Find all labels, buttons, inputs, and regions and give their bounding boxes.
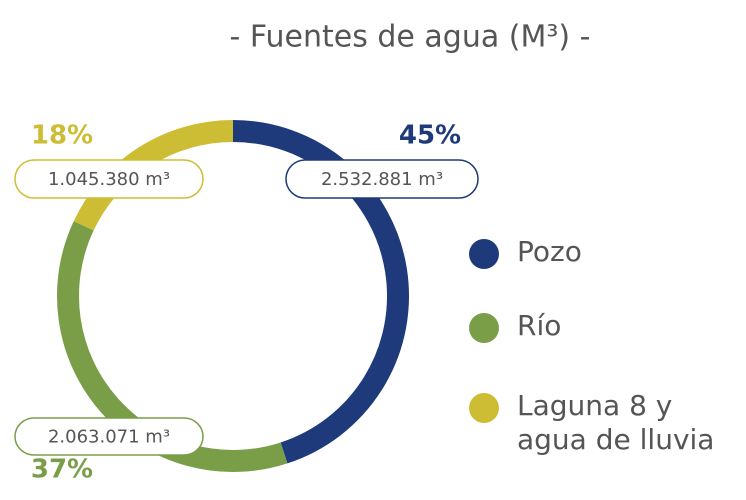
slice <box>57 221 288 472</box>
chart-title: - Fuentes de agua (M³) - <box>230 20 591 55</box>
label-box <box>14 159 204 199</box>
legend-marker <box>469 239 499 269</box>
amount-label: 2.063.071 m³ <box>48 427 170 448</box>
legend-marker <box>469 393 499 423</box>
slice <box>73 120 234 231</box>
legend-label: Pozo <box>517 235 582 268</box>
slice <box>232 120 409 464</box>
legend-label: Río <box>517 309 562 342</box>
percent-label: 37% <box>31 455 93 485</box>
legend-marker <box>469 313 499 343</box>
percent-label: 18% <box>31 121 93 151</box>
label-box <box>285 159 479 199</box>
label-box <box>14 417 204 456</box>
percent-label: 45% <box>399 121 461 151</box>
legend-label: Laguna 8 y agua de lluvia <box>517 389 715 456</box>
amount-label: 2.532.881 m³ <box>321 169 443 190</box>
amount-label: 1.045.380 m³ <box>48 169 170 190</box>
